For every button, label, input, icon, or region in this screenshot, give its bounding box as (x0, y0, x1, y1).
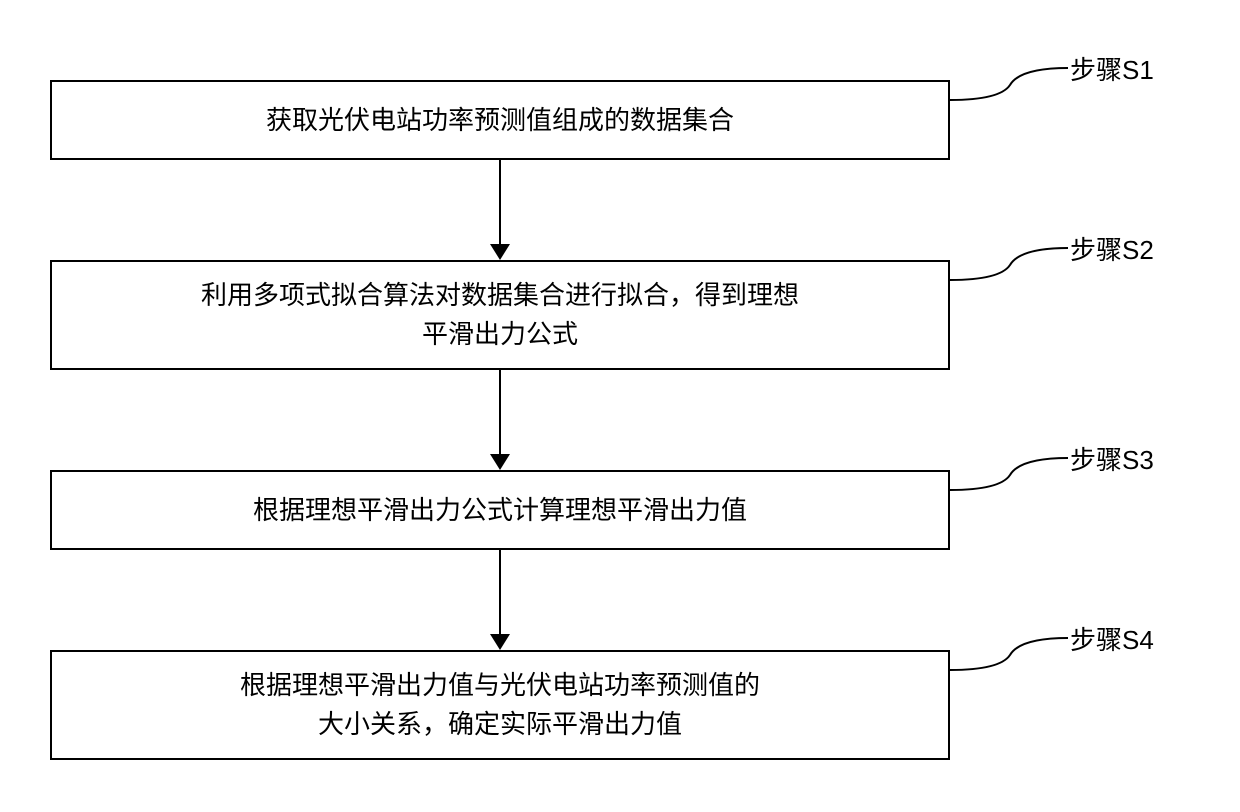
arrow-head-1 (490, 244, 510, 260)
connector-curve-s3 (950, 440, 1070, 510)
step-box-s4: 根据理想平滑出力值与光伏电站功率预测值的大小关系，确定实际平滑出力值 (50, 650, 950, 760)
step-label-s4: 步骤S4 (1070, 620, 1154, 657)
arrow-head-3 (490, 634, 510, 650)
arrow-line-3 (499, 550, 501, 634)
connector-curve-s4 (950, 620, 1070, 690)
step-text-s2: 利用多项式拟合算法对数据集合进行拟合，得到理想平滑出力公式 (181, 266, 819, 364)
step-box-s3: 根据理想平滑出力公式计算理想平滑出力值 (50, 470, 950, 550)
step-box-s2: 利用多项式拟合算法对数据集合进行拟合，得到理想平滑出力公式 (50, 260, 950, 370)
step-text-s3: 根据理想平滑出力公式计算理想平滑出力值 (233, 481, 767, 540)
arrow-line-1 (499, 160, 501, 244)
connector-curve-s2 (950, 230, 1070, 300)
step-label-s3: 步骤S3 (1070, 440, 1154, 477)
step-text-s4: 根据理想平滑出力值与光伏电站功率预测值的大小关系，确定实际平滑出力值 (220, 656, 780, 754)
step-text-s1: 获取光伏电站功率预测值组成的数据集合 (246, 91, 754, 150)
arrow-head-2 (490, 454, 510, 470)
connector-curve-s1 (950, 50, 1070, 120)
arrow-line-2 (499, 370, 501, 454)
step-box-s1: 获取光伏电站功率预测值组成的数据集合 (50, 80, 950, 160)
step-label-s2: 步骤S2 (1070, 230, 1154, 267)
step-label-s1: 步骤S1 (1070, 50, 1154, 87)
